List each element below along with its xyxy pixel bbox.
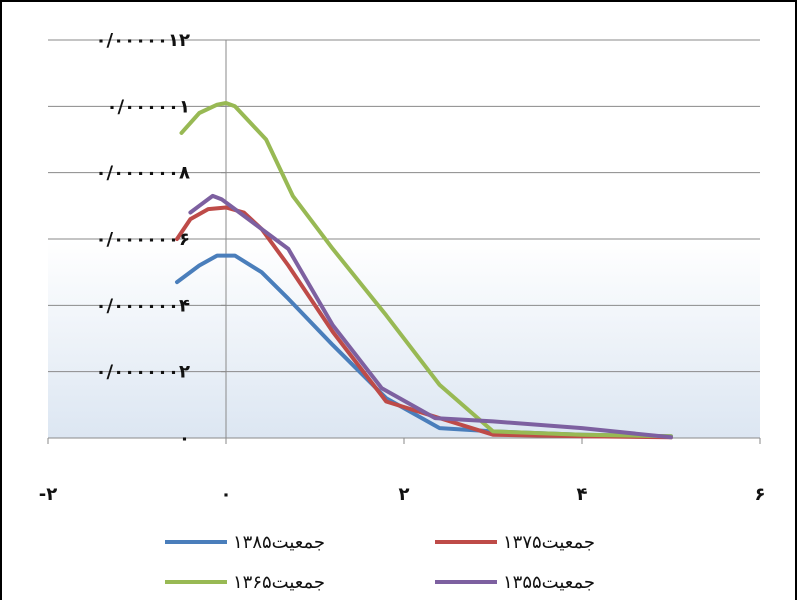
y-tick-label-4: ۰/۰۰۰۰۰۰۸ — [96, 163, 190, 184]
legend-label-1: جمعیت۱۳۷۵ — [503, 532, 595, 553]
y-tick-label-2: ۰/۰۰۰۰۰۰۴ — [96, 295, 190, 316]
y-tick-label-3: ۰/۰۰۰۰۰۰۶ — [96, 229, 190, 250]
x-tick-label-1: ۰ — [221, 484, 232, 505]
y-tick-label-0: ۰ — [179, 428, 190, 449]
x-tick-label-3: ۴ — [577, 484, 588, 505]
legend-label-2: جمعیت۱۳۶۵ — [233, 572, 325, 593]
x-tick-label-2: ۲ — [399, 484, 410, 505]
y-tick-label-6: ۰/۰۰۰۰۰۱۲ — [96, 30, 190, 51]
series-line-3 — [188, 193, 673, 440]
legend-label-3: جمعیت۱۳۵۵ — [503, 572, 595, 593]
x-tick-label-4: ۶ — [755, 484, 766, 505]
series-line-1 — [175, 205, 673, 440]
y-tick-label-1: ۰/۰۰۰۰۰۰۲ — [96, 362, 190, 383]
x-tick-label-0: -۲ — [39, 484, 57, 505]
series-line-2 — [179, 101, 673, 439]
legend-label-0: جمعیت۱۳۸۵ — [233, 532, 325, 553]
y-tick-label-5: ۰/۰۰۰۰۰۱ — [107, 96, 190, 117]
